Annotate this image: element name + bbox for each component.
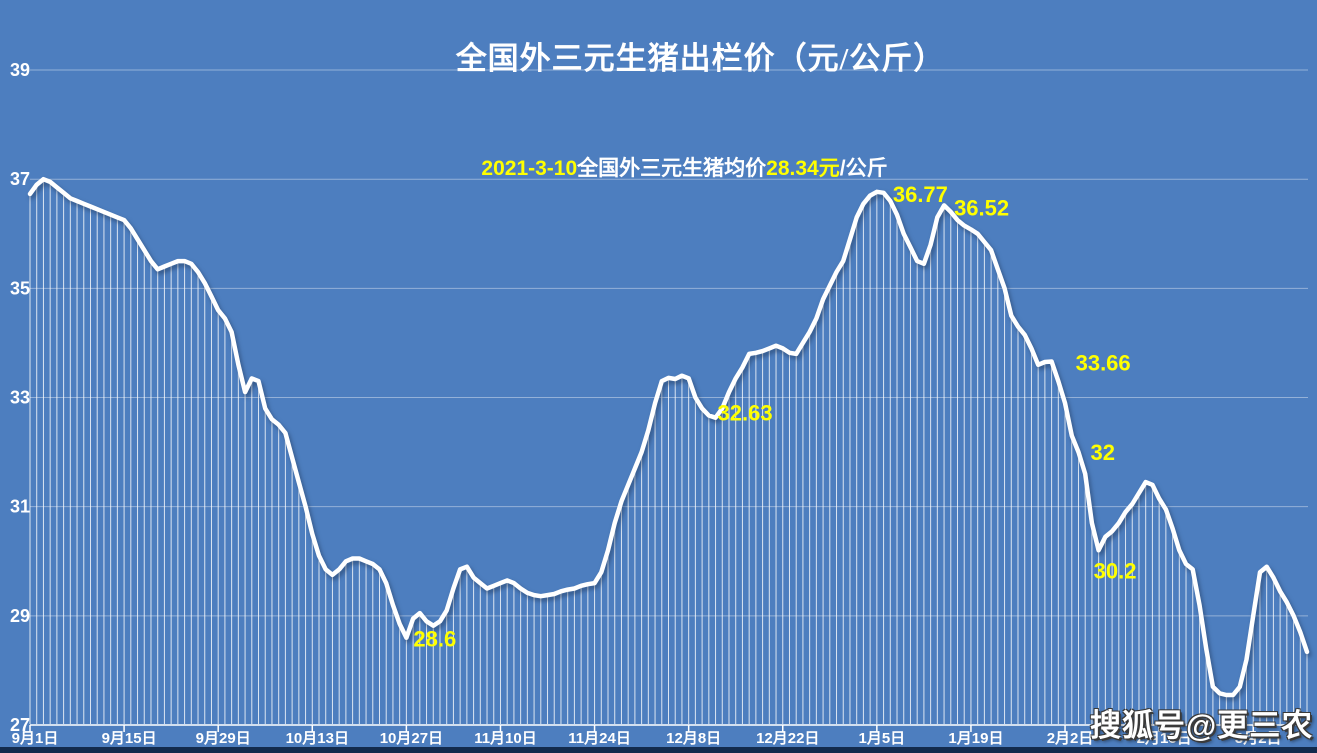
subtitle-unit: /公斤 <box>839 157 888 180</box>
point-label: 28.6 <box>413 627 456 652</box>
x-tick-label: 1月5日 <box>859 730 906 747</box>
bottom-bar <box>0 747 1317 753</box>
x-tick-label: 2月16日 <box>1137 730 1192 747</box>
y-tick-label: 29 <box>10 606 30 626</box>
chart-title: 全国外三元生猪出栏价（元/公斤） <box>455 41 946 76</box>
chart-subtitle: 2021-3-10全国外三元生猪均价28.34元/公斤 <box>26 152 1317 182</box>
x-tick-label: 3月2日 <box>1235 730 1282 747</box>
subtitle-label: 全国外三元生猪均价 <box>577 157 767 180</box>
watermark-sohu-account: 搜狐号@更三农 <box>1090 708 1314 743</box>
y-tick-label: 37 <box>10 169 30 189</box>
x-tick-label: 9月1日 <box>12 730 59 747</box>
x-axis-labels-group: 9月1日 9月15日 9月29日 10月13日 10月27日 11月10日 11月24日 12… <box>12 730 1282 747</box>
x-tick-label: 11月10日 <box>474 730 537 747</box>
x-tick-label: 9月29日 <box>196 730 251 747</box>
point-label: 36.52 <box>954 195 1009 220</box>
subtitle-price: 28.34元 <box>766 157 840 180</box>
point-label: 33.66 <box>1076 350 1131 375</box>
point-label: 30.2 <box>1094 558 1137 583</box>
x-tick-label: 10月27日 <box>380 730 443 747</box>
point-label: 32 <box>1090 440 1114 465</box>
x-tick-label: 9月15日 <box>102 730 157 747</box>
drop-lines-group <box>29 181 1308 724</box>
x-tick-label: 12月8日 <box>666 730 721 747</box>
x-tick-label: 10月13日 <box>286 730 349 747</box>
y-tick-label: 39 <box>10 60 30 80</box>
subtitle-date: 2021-3-10 <box>481 157 578 180</box>
x-tick-label: 2月2日 <box>1047 730 1094 747</box>
x-axis-group <box>29 724 1308 732</box>
point-label: 36.77 <box>893 182 948 207</box>
y-tick-label: 35 <box>10 278 30 298</box>
x-tick-label: 12月22日 <box>756 730 819 747</box>
y-tick-label: 27 <box>10 715 30 735</box>
x-tick-label: 11月24日 <box>568 730 631 747</box>
y-tick-label: 31 <box>10 497 30 517</box>
point-label: 32.63 <box>718 401 773 426</box>
price-line <box>27 176 1310 698</box>
y-axis-labels-group: 39 37 35 33 31 29 27 <box>10 60 30 735</box>
y-tick-label: 33 <box>10 388 30 408</box>
x-tick-label: 1月19日 <box>948 730 1003 747</box>
